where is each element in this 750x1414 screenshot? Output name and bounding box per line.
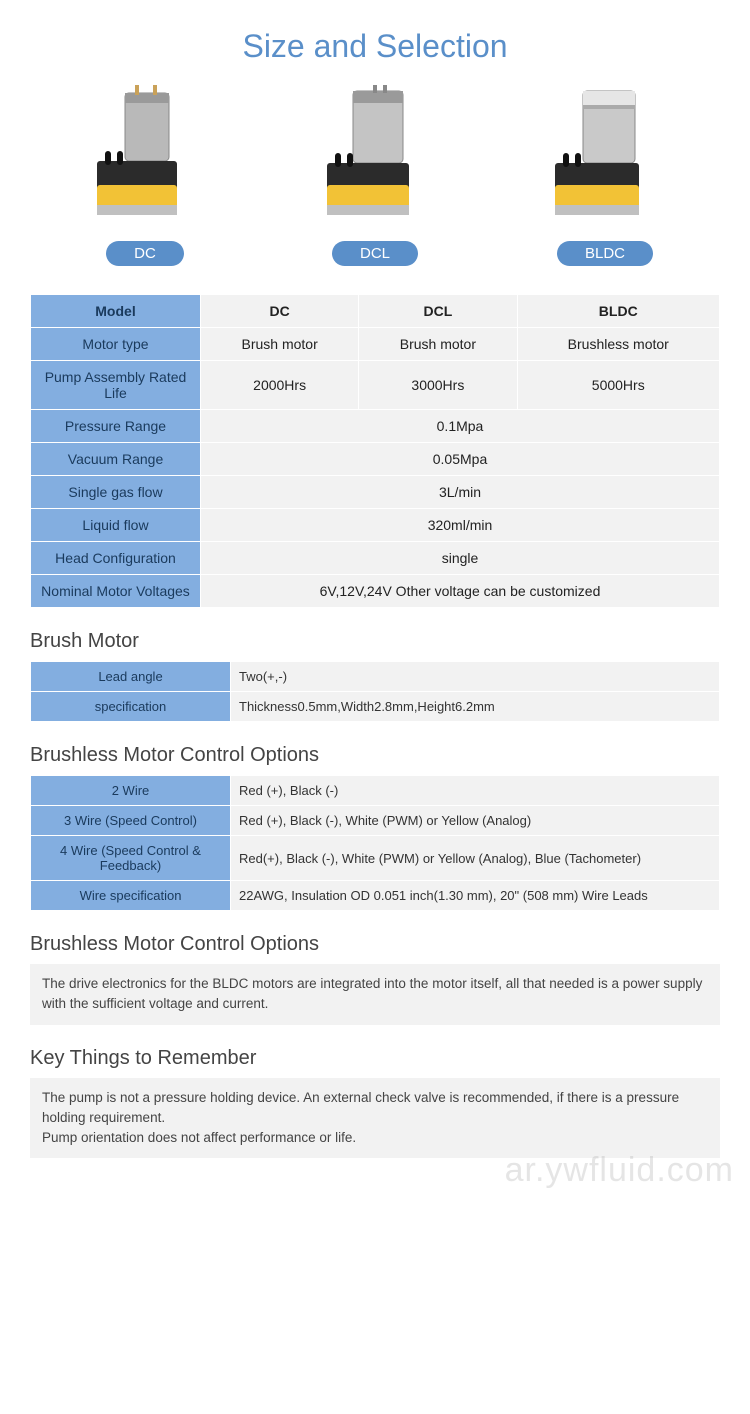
page-title: Size and Selection: [0, 0, 750, 85]
brush-motor-heading: Brush Motor: [30, 630, 720, 653]
brushless-note-text: The drive electronics for the BLDC motor…: [30, 964, 720, 1025]
spec-row-label: Single gas flow: [31, 476, 201, 509]
product-label-dc: DC: [106, 241, 184, 266]
spec-table: Model DC DCL BLDC Motor typeBrush motorB…: [30, 294, 720, 608]
spec-header-col: DCL: [359, 295, 517, 328]
spec-row-value: 3L/min: [201, 476, 720, 509]
spec-header-col: BLDC: [517, 295, 720, 328]
table-row-label: 2 Wire: [31, 776, 231, 806]
table-row-label: Wire specification: [31, 881, 231, 911]
pump-image-bldc: [535, 85, 675, 235]
brush-motor-table: Lead angleTwo(+,-)specificationThickness…: [30, 661, 720, 722]
key-things-line: Pump orientation does not affect perform…: [42, 1128, 708, 1148]
brushless-options-heading: Brushless Motor Control Options: [30, 744, 720, 767]
pump-image-dcl: [305, 85, 445, 235]
spec-row-value: Brush motor: [201, 328, 359, 361]
pump-image-dc: [75, 85, 215, 235]
table-row-label: 4 Wire (Speed Control & Feedback): [31, 836, 231, 881]
key-things-line: The pump is not a pressure holding devic…: [42, 1088, 708, 1129]
product-bldc: BLDC: [515, 85, 695, 266]
brushless-note-heading: Brushless Motor Control Options: [30, 933, 720, 956]
spec-header-label: Model: [31, 295, 201, 328]
table-row-label: specification: [31, 692, 231, 722]
spec-row-value: Brush motor: [359, 328, 517, 361]
spec-row-value: 2000Hrs: [201, 361, 359, 410]
table-row-value: Two(+,-): [231, 662, 720, 692]
product-row: DC DCL BLDC: [0, 85, 750, 280]
spec-row-label: Pressure Range: [31, 410, 201, 443]
product-label-bldc: BLDC: [557, 241, 653, 266]
spec-row-value: 0.1Mpa: [201, 410, 720, 443]
spec-row-value: single: [201, 542, 720, 575]
spec-row-value: 5000Hrs: [517, 361, 720, 410]
table-row-value: Thickness0.5mm,Width2.8mm,Height6.2mm: [231, 692, 720, 722]
table-row-value: Red (+), Black (-): [231, 776, 720, 806]
key-things-text: The pump is not a pressure holding devic…: [30, 1078, 720, 1159]
spec-row-label: Pump Assembly Rated Life: [31, 361, 201, 410]
spec-row-value: 3000Hrs: [359, 361, 517, 410]
spec-header-col: DC: [201, 295, 359, 328]
spec-row-label: Motor type: [31, 328, 201, 361]
brushless-options-table: 2 WireRed (+), Black (-)3 Wire (Speed Co…: [30, 775, 720, 911]
spec-row-value: 320ml/min: [201, 509, 720, 542]
spec-row-value: 0.05Mpa: [201, 443, 720, 476]
table-row-value: Red (+), Black (-), White (PWM) or Yello…: [231, 806, 720, 836]
spec-row-label: Nominal Motor Voltages: [31, 575, 201, 608]
product-dc: DC: [55, 85, 235, 266]
spec-row-label: Vacuum Range: [31, 443, 201, 476]
product-label-dcl: DCL: [332, 241, 418, 266]
table-row-label: 3 Wire (Speed Control): [31, 806, 231, 836]
product-dcl: DCL: [285, 85, 465, 266]
table-row-label: Lead angle: [31, 662, 231, 692]
table-row-value: Red(+), Black (-), White (PWM) or Yellow…: [231, 836, 720, 881]
spec-row-value: 6V,12V,24V Other voltage can be customiz…: [201, 575, 720, 608]
key-things-heading: Key Things to Remember: [30, 1047, 720, 1070]
spec-row-label: Head Configuration: [31, 542, 201, 575]
spec-row-value: Brushless motor: [517, 328, 720, 361]
spec-row-label: Liquid flow: [31, 509, 201, 542]
table-row-value: 22AWG, Insulation OD 0.051 inch(1.30 mm)…: [231, 881, 720, 911]
